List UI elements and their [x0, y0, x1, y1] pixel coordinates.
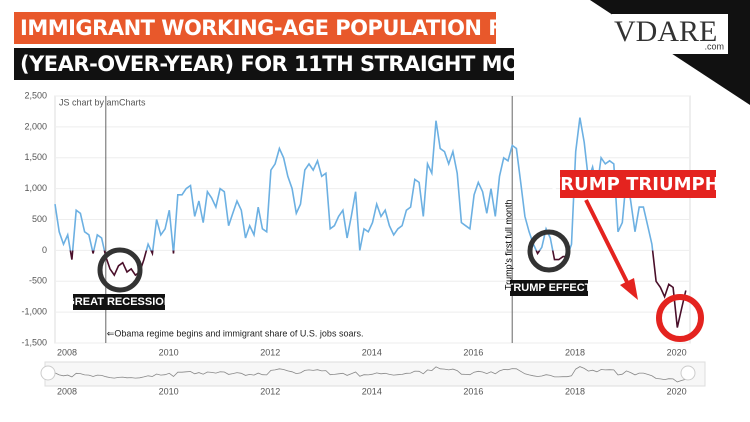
- x-tick-label: 2016: [463, 347, 483, 357]
- label-box: [560, 170, 716, 198]
- annotation: Trump's first full month: [503, 200, 513, 290]
- navigator-label: 2020: [667, 386, 687, 396]
- y-tick-label: 500: [32, 214, 47, 224]
- x-tick-label: 2010: [159, 347, 179, 357]
- navigator-line: [54, 366, 686, 383]
- navigator-label: 2010: [159, 386, 179, 396]
- navigator-label: 2018: [565, 386, 585, 396]
- title: IMMIGRANT WORKING-AGE POPULATION FALLS: [20, 16, 556, 40]
- annotation: ⇐Obama regime begins and immigrant share…: [107, 328, 364, 338]
- title-banner: [14, 48, 514, 80]
- annotation: GREAT RECESSION: [66, 296, 172, 308]
- y-tick-label: 0: [42, 245, 47, 255]
- navigator: [44, 361, 706, 387]
- title: (YEAR-OVER-YEAR) FOR 11TH STRAIGHT MONTH: [20, 52, 567, 76]
- y-tick-label: 2,500: [24, 90, 47, 100]
- x-tick-label: 2020: [667, 347, 687, 357]
- title-banner: [14, 12, 496, 44]
- arrow: [584, 199, 630, 285]
- navigator-label: 2014: [362, 386, 382, 396]
- y-tick-label: -1,500: [21, 337, 47, 347]
- x-tick-label: 2014: [362, 347, 382, 357]
- arrow-head: [620, 278, 638, 300]
- x-tick-label: 2018: [565, 347, 585, 357]
- navigator-label: 2016: [463, 386, 483, 396]
- data-line: [54, 117, 687, 328]
- logo: VDARE: [614, 15, 717, 48]
- y-tick-label: 1,000: [24, 183, 47, 193]
- navigator-label: 2008: [57, 386, 77, 396]
- label-box: [510, 280, 588, 296]
- highlight-circle: [97, 247, 143, 293]
- y-tick-label: -500: [29, 276, 47, 286]
- navigator-handle: [40, 365, 56, 381]
- annotation: TRUMP TRIUMPH!: [548, 174, 728, 195]
- x-tick-label: 2008: [57, 347, 77, 357]
- y-tick-label: 2,000: [24, 121, 47, 131]
- navigator-handle: [680, 365, 696, 381]
- credit: JS chart by amCharts: [59, 97, 146, 107]
- x-tick-label: 2012: [260, 347, 280, 357]
- logo-box: [612, 14, 728, 54]
- highlight-circle: [656, 294, 704, 342]
- label-box: [73, 294, 165, 310]
- navigator-label: 2012: [260, 386, 280, 396]
- logo-suffix: .com: [704, 41, 724, 51]
- annotation: TRUMP EFFECT: [507, 282, 592, 294]
- y-tick-label: -1,000: [21, 307, 47, 317]
- highlight-circle: [527, 229, 571, 273]
- y-tick-label: 1,500: [24, 152, 47, 162]
